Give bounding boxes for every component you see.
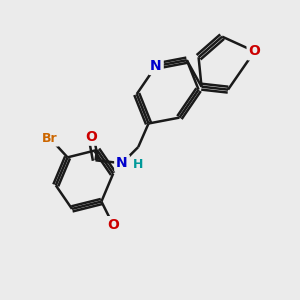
Text: Br: Br — [42, 132, 58, 145]
Text: O: O — [85, 130, 97, 144]
Text: O: O — [249, 44, 260, 58]
Text: N: N — [150, 59, 162, 73]
Text: N: N — [116, 156, 128, 170]
Text: O: O — [107, 218, 119, 232]
Text: H: H — [133, 158, 143, 171]
